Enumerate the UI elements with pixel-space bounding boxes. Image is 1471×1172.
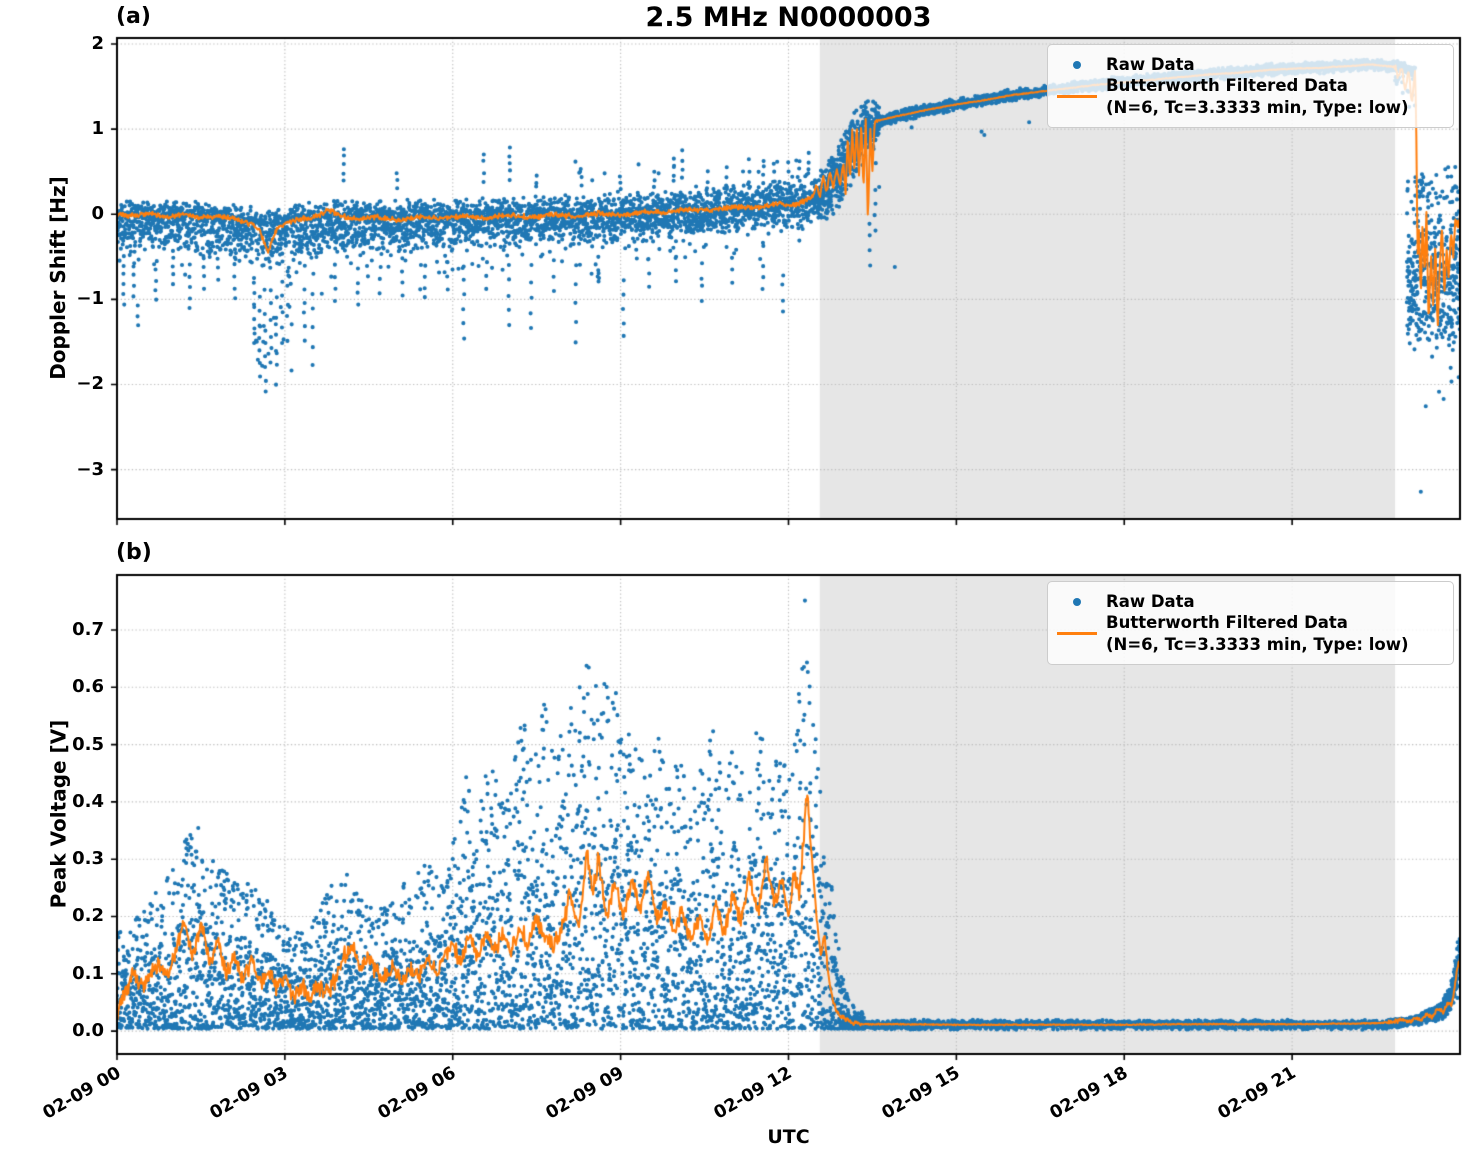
raw-data-marker-icon: [1073, 60, 1081, 69]
legend-raw-label: Raw Data: [1106, 55, 1195, 75]
panel-tag-a: (a): [116, 4, 151, 29]
filtered-line-marker-icon: [1057, 632, 1097, 636]
ytick-label: −1: [76, 288, 104, 310]
legend-filtered-line2: (N=6, Tc=3.3333 min, Type: low): [1106, 634, 1409, 654]
figure-title: 2.5 MHz N0000003: [645, 2, 932, 33]
ytick-label: 0: [91, 203, 104, 225]
ytick-label: −2: [76, 373, 104, 395]
ytick-label: 0.2: [72, 905, 104, 927]
legend-item-filtered-b: Butterworth Filtered Data (N=6, Tc=3.3333…: [1048, 612, 1447, 654]
legend-b: Raw Data Butterworth Filtered Data (N=6, …: [1047, 581, 1454, 665]
legend-item-filtered-a: Butterworth Filtered Data (N=6, Tc=3.3333…: [1048, 75, 1447, 117]
filtered-line-marker-icon: [1057, 95, 1097, 99]
ytick-label: 2: [91, 32, 104, 54]
raw-data-marker-icon: [1073, 597, 1081, 606]
ytick-label: 0.5: [72, 733, 104, 755]
ytick-label: 1: [91, 118, 104, 140]
legend-filtered-label: Butterworth Filtered Data (N=6, Tc=3.3333…: [1106, 612, 1409, 654]
legend-item-raw-a: Raw Data: [1048, 54, 1447, 75]
ytick-label: 0.6: [72, 676, 104, 698]
panel-tag-b: (b): [116, 540, 152, 565]
y-axis-label-b-text: Peak Voltage [V]: [46, 719, 70, 909]
ytick-label: 0.3: [72, 848, 104, 870]
legend-a: Raw Data Butterworth Filtered Data (N=6, …: [1047, 44, 1454, 128]
ytick-label: 0.7: [72, 619, 104, 640]
legend-filtered-label: Butterworth Filtered Data (N=6, Tc=3.3333…: [1106, 75, 1409, 117]
ytick-label: 0.1: [72, 962, 104, 984]
legend-marker-cell: [1048, 597, 1106, 606]
legend-marker-cell: [1048, 60, 1106, 69]
y-axis-label-a: Doppler Shift [Hz]: [36, 98, 80, 458]
ytick-label: −3: [76, 458, 104, 480]
ytick-label: 0.4: [72, 790, 104, 812]
legend-marker-cell: [1048, 632, 1106, 636]
legend-item-raw-b: Raw Data: [1048, 591, 1447, 612]
legend-filtered-line2: (N=6, Tc=3.3333 min, Type: low): [1106, 97, 1409, 117]
legend-marker-cell: [1048, 95, 1106, 99]
ytick-label: 0.0: [72, 1020, 104, 1042]
legend-filtered-line1: Butterworth Filtered Data: [1106, 613, 1348, 633]
y-axis-label-a-text: Doppler Shift [Hz]: [46, 176, 71, 380]
legend-raw-label: Raw Data: [1106, 592, 1195, 612]
legend-filtered-line1: Butterworth Filtered Data: [1106, 76, 1348, 96]
x-axis-label: UTC: [767, 1126, 810, 1148]
